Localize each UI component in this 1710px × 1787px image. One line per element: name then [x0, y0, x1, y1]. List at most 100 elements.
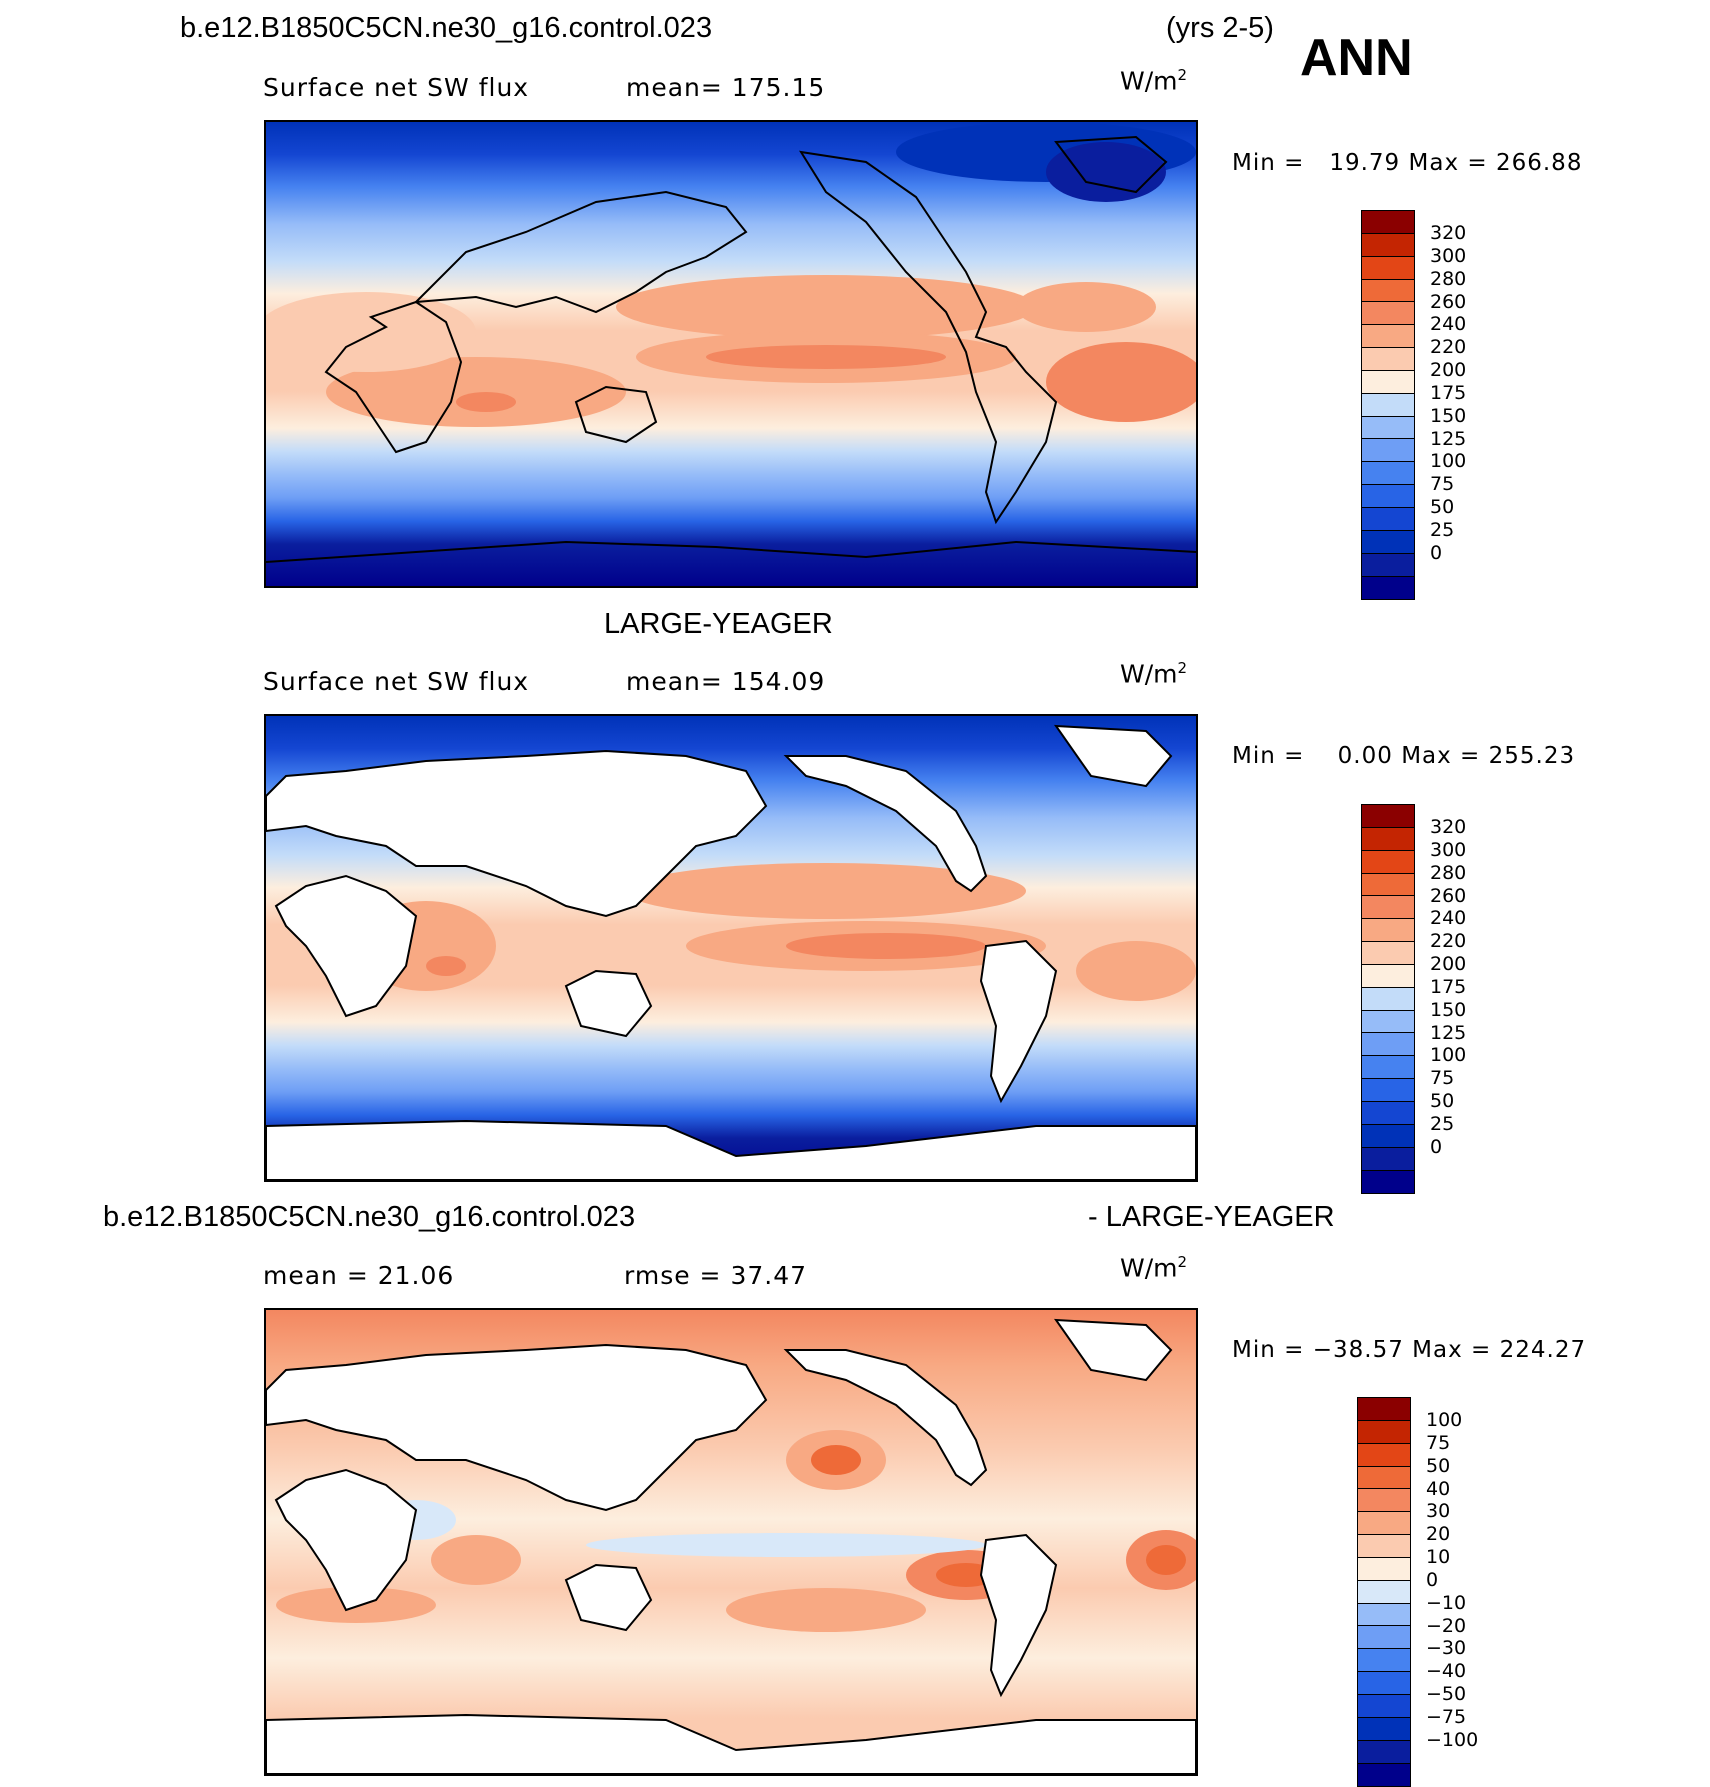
- colorbar-swatch: [1358, 1763, 1410, 1787]
- panel3-mean-label: mean = 21.06: [263, 1261, 455, 1290]
- colorbar-tick-label: 100: [1430, 450, 1467, 473]
- panel3-colorbar: [1357, 1397, 1411, 1787]
- colorbar-swatch: [1362, 485, 1414, 508]
- colorbar-tick-label: 175: [1430, 975, 1467, 998]
- colorbar-tick-label: −50: [1426, 1683, 1467, 1706]
- colorbar-tick-label: 150: [1430, 998, 1467, 1021]
- colorbar-swatch: [1362, 942, 1414, 965]
- panel2-variable-label: Surface net SW flux: [263, 667, 530, 696]
- colorbar-tick-label: 260: [1430, 884, 1467, 907]
- colorbar-swatch: [1362, 507, 1414, 531]
- colorbar-tick-label: 125: [1430, 1021, 1467, 1044]
- colorbar-swatch: [1358, 1512, 1410, 1536]
- colorbar-tick-label: 20: [1426, 1523, 1451, 1546]
- panel2-mean-label: mean= 154.09: [626, 667, 826, 696]
- colorbar-tick-label: −10: [1426, 1591, 1467, 1614]
- panel2-map: [264, 714, 1198, 1182]
- panel2-map-field: [266, 716, 1196, 1180]
- colorbar-swatch: [1362, 553, 1414, 577]
- colorbar-swatch: [1358, 1420, 1410, 1444]
- case-title: b.e12.B1850C5CN.ne30_g16.control.023: [180, 12, 713, 44]
- colorbar-swatch: [1362, 1147, 1414, 1171]
- colorbar-tick-label: 0: [1430, 1135, 1443, 1158]
- colorbar-tick-label: 200: [1430, 953, 1467, 976]
- colorbar-swatch: [1362, 530, 1414, 554]
- colorbar-tick-label: 280: [1430, 861, 1467, 884]
- colorbar-tick-label: 50: [1430, 1090, 1455, 1113]
- colorbar-tick-label: 10: [1426, 1546, 1451, 1569]
- colorbar-tick-label: 75: [1426, 1431, 1451, 1454]
- colorbar-tick-label: 25: [1430, 1112, 1455, 1135]
- panel1-map: [264, 120, 1198, 588]
- colorbar-tick-label: 75: [1430, 473, 1455, 496]
- colorbar-tick-label: 0: [1426, 1568, 1439, 1591]
- colorbar-tick-label: 300: [1430, 838, 1467, 861]
- colorbar-swatch: [1362, 325, 1414, 349]
- colorbar-swatch: [1358, 1535, 1410, 1558]
- panel3-title-left: b.e12.B1850C5CN.ne30_g16.control.023: [103, 1201, 636, 1233]
- colorbar-swatch: [1362, 896, 1414, 920]
- colorbar-swatch: [1362, 850, 1414, 874]
- panel1-mean-label: mean= 175.15: [626, 73, 826, 102]
- colorbar-swatch: [1358, 1740, 1410, 1764]
- colorbar-tick-label: −30: [1426, 1637, 1467, 1660]
- colorbar-swatch: [1362, 370, 1414, 394]
- colorbar-swatch: [1362, 462, 1414, 486]
- colorbar-tick-label: 30: [1426, 1500, 1451, 1523]
- colorbar-tick-label: −100: [1426, 1728, 1479, 1751]
- colorbar-swatch: [1362, 1033, 1414, 1057]
- years-label: (yrs 2-5): [1166, 12, 1274, 44]
- colorbar-swatch: [1358, 1489, 1410, 1513]
- panel2-minmax: Min = 0.00 Max = 255.23: [1232, 743, 1576, 769]
- colorbar-tick-label: 100: [1430, 1044, 1467, 1067]
- colorbar-swatch: [1362, 1010, 1414, 1034]
- colorbar-tick-label: 40: [1426, 1477, 1451, 1500]
- colorbar-tick-label: 220: [1430, 930, 1467, 953]
- colorbar-swatch: [1362, 987, 1414, 1011]
- colorbar-swatch: [1362, 964, 1414, 988]
- panel1-variable-label: Surface net SW flux: [263, 73, 530, 102]
- panel3-map-field: [266, 1310, 1196, 1774]
- panel3-units: W/m2: [1120, 1253, 1188, 1283]
- colorbar-swatch: [1362, 279, 1414, 303]
- colorbar-swatch: [1358, 1443, 1410, 1467]
- colorbar-tick-label: 25: [1430, 518, 1455, 541]
- colorbar-tick-label: 240: [1430, 907, 1467, 930]
- colorbar-swatch: [1358, 1717, 1410, 1741]
- panel3-title-right: - LARGE-YEAGER: [1088, 1201, 1335, 1233]
- colorbar-swatch: [1358, 1580, 1410, 1604]
- colorbar-tick-label: 220: [1430, 336, 1467, 359]
- colorbar-swatch: [1362, 348, 1414, 371]
- colorbar-tick-label: 200: [1430, 359, 1467, 382]
- colorbar-swatch: [1358, 1603, 1410, 1627]
- colorbar-tick-label: 240: [1430, 313, 1467, 336]
- colorbar-tick-label: 300: [1430, 244, 1467, 267]
- panel2-colorbar-labels: 320 300 280 260 240 220 200 175 150 125 100 75 50 25 0: [1430, 816, 1466, 1159]
- colorbar-swatch: [1362, 393, 1414, 417]
- colorbar-swatch: [1362, 211, 1414, 234]
- colorbar-tick-label: 100: [1426, 1409, 1463, 1431]
- colorbar-swatch: [1358, 1672, 1410, 1695]
- colorbar-tick-label: 0: [1430, 541, 1443, 564]
- colorbar-swatch: [1362, 302, 1414, 326]
- colorbar-swatch: [1362, 256, 1414, 280]
- colorbar-tick-label: −20: [1426, 1614, 1467, 1637]
- colorbar-swatch: [1362, 576, 1414, 600]
- colorbar-tick-label: 260: [1430, 290, 1467, 313]
- colorbar-swatch: [1358, 1398, 1410, 1421]
- panel1-units: W/m2: [1120, 66, 1188, 96]
- colorbar-tick-label: 150: [1430, 404, 1467, 427]
- panel3-rmse-label: rmse = 37.47: [624, 1261, 808, 1290]
- colorbar-tick-label: 280: [1430, 267, 1467, 290]
- colorbar-tick-label: −75: [1426, 1705, 1467, 1728]
- colorbar-tick-label: 75: [1430, 1067, 1455, 1090]
- colorbar-swatch: [1362, 873, 1414, 897]
- panel3-map: [264, 1308, 1198, 1776]
- panel1-minmax: Min = 19.79 Max = 266.88: [1232, 150, 1583, 176]
- panel1-map-field: [266, 122, 1196, 586]
- colorbar-swatch: [1362, 1101, 1414, 1125]
- colorbar-swatch: [1362, 805, 1414, 828]
- colorbar-swatch: [1358, 1557, 1410, 1581]
- colorbar-swatch: [1362, 1170, 1414, 1194]
- panel3-colorbar-labels: 100 75 50 40 30 20 10 0 −10 −20 −30 −40 −50 −75 −100: [1426, 1409, 1478, 1752]
